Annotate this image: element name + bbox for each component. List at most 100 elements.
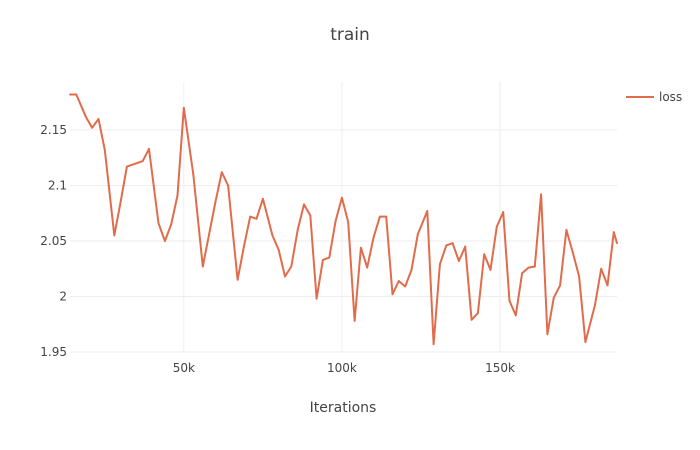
loss-point [164,240,166,242]
loss-point [262,197,264,200]
y-axis-ticks: 1.95 2 2.05 2.1 2.15 [40,123,67,359]
loss-point [458,260,460,262]
loss-point [353,320,356,322]
loss-point [483,253,486,256]
loss-line [70,93,618,346]
loss-point [571,251,574,254]
loss-point [220,171,223,174]
loss-point [426,210,429,212]
y-tick-label: 2.1 [48,179,67,193]
x-tick-label: 150k [485,361,515,375]
loss-point [612,231,615,234]
loss-point [347,221,350,224]
loss-point [341,196,343,199]
loss-point [404,285,407,288]
loss-point [477,312,479,314]
series-layer [69,93,618,346]
loss-point [584,341,587,343]
loss-point [606,284,609,287]
loss-point [533,265,536,268]
grid-lines [70,82,617,353]
loss-point [271,234,274,237]
loss-point [514,314,517,317]
loss-point [315,297,318,300]
loss-point [552,296,555,299]
loss-point [540,193,542,196]
x-tick-label: 100k [327,361,357,375]
loss-point [113,234,116,237]
y-tick-label: 1.95 [40,345,67,359]
loss-point [600,267,603,270]
loss-point [594,304,596,307]
x-axis-title: Iterations [310,400,377,416]
loss-point [470,318,473,321]
loss-point [439,263,441,266]
loss-point [296,229,299,231]
loss-point [416,233,419,236]
loss-point [508,300,511,302]
loss-point [249,215,252,218]
loss-point [97,118,100,120]
loss-point [410,269,413,271]
loss-point [391,293,394,296]
loss-point [119,201,122,204]
loss-point [464,245,467,248]
loss-point [284,275,286,278]
loss-point [334,220,337,222]
loss-point [192,173,195,176]
loss-point [148,148,150,150]
loss-point [360,246,362,249]
loss-point [328,256,331,259]
loss-point [201,265,204,268]
loss-point [616,242,618,245]
loss-point [495,225,498,228]
loss-point [565,229,568,231]
loss-point [445,244,448,247]
loss-point [208,233,211,236]
loss-point [366,266,369,269]
legend-label: loss [659,90,682,104]
loss-point [309,214,312,217]
loss-point [277,249,280,251]
loss-point [141,160,144,163]
loss-point [451,242,454,245]
x-tick-label: 50k [173,361,195,375]
loss-point [255,217,258,220]
loss-point [236,278,239,281]
y-tick-label: 2 [59,290,67,304]
loss-point [176,194,179,197]
loss-point [372,236,375,239]
loss-point [379,215,381,218]
loss-point [502,211,505,214]
loss-point [75,93,78,96]
loss-point [214,201,217,204]
loss-point [546,333,549,336]
loss-point [135,162,138,165]
loss-point [432,343,435,346]
loss-point [103,149,106,151]
loss-point [578,275,580,278]
legend[interactable]: loss [626,90,682,104]
loss-point [559,284,561,287]
loss-point [157,222,160,225]
y-tick-label: 2.05 [40,234,67,248]
loss-point [91,126,93,129]
loss-point [303,203,305,206]
loss-point [84,115,87,118]
loss-point [126,165,128,168]
loss-point [69,93,71,96]
loss-point [182,106,185,109]
loss-point [489,269,492,271]
x-axis-ticks: 50k 100k 150k [173,361,515,375]
loss-point [322,259,324,261]
loss-point [170,223,173,226]
loss-point [243,245,245,248]
loss-point [227,184,230,187]
y-tick-label: 2.15 [40,123,67,137]
loss-point [527,266,530,269]
loss-point [290,265,293,268]
chart-title: train [330,25,370,45]
loss-point [397,280,400,282]
loss-point [385,215,388,218]
